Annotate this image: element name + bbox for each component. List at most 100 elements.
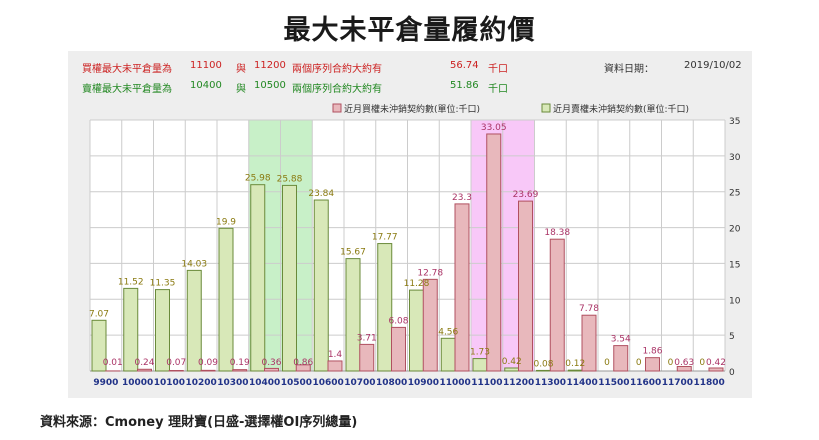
x-tick-label: 10800 xyxy=(376,378,407,388)
x-tick-label: 10000 xyxy=(122,378,153,388)
call-value-label: 0.09 xyxy=(198,358,218,368)
call-strike-1: 11100 xyxy=(190,60,222,71)
put-bar xyxy=(250,184,266,372)
put-bar xyxy=(504,367,520,372)
call-value-label: 0.86 xyxy=(293,358,313,368)
x-tick-label: 10900 xyxy=(408,378,439,388)
put-value-label: 0.42 xyxy=(502,357,522,367)
put-value-label: 7.07 xyxy=(89,309,109,319)
put-value-label: 0.12 xyxy=(565,359,585,369)
call-bar xyxy=(581,314,597,372)
x-tick-label: 11600 xyxy=(630,378,661,388)
put-value-label: 25.88 xyxy=(277,174,303,184)
x-tick-label: 10700 xyxy=(344,378,375,388)
put-value-label: 0 xyxy=(699,358,705,368)
y-tick-label: 35 xyxy=(729,117,740,127)
y-tick-label: 30 xyxy=(729,153,741,163)
call-value-label: 0.24 xyxy=(134,358,154,368)
put-value-label: 0 xyxy=(668,358,674,368)
call-bar xyxy=(422,278,438,372)
put-value-label: 14.03 xyxy=(181,259,207,269)
x-tick-label: 10300 xyxy=(217,378,248,388)
x-tick-label: 9900 xyxy=(93,378,118,388)
call-value-label: 23.69 xyxy=(513,190,539,200)
call-bar xyxy=(137,368,152,372)
x-tick-label: 11500 xyxy=(598,378,629,388)
call-bar xyxy=(264,367,279,372)
call-value-label: 18.38 xyxy=(544,228,570,238)
call-value-label: 6.08 xyxy=(388,316,408,326)
legend-call-swatch xyxy=(332,103,342,113)
put-unit: 千口 xyxy=(488,84,508,95)
call-bar xyxy=(295,364,311,372)
put-value-label: 11.52 xyxy=(118,277,144,287)
call-value-label: 1.86 xyxy=(642,347,662,357)
put-value-label: 0 xyxy=(636,358,642,368)
legend-put-swatch xyxy=(541,103,551,113)
call-total-value: 56.74 xyxy=(450,60,479,71)
put-bar xyxy=(123,287,139,372)
x-tick-label: 11400 xyxy=(566,378,597,388)
x-tick-label: 11200 xyxy=(503,378,534,388)
call-value-label: 3.71 xyxy=(357,333,377,343)
call-value-label: 7.78 xyxy=(579,304,599,314)
x-tick-label: 10600 xyxy=(312,378,343,388)
call-value-label: 0.36 xyxy=(261,358,281,368)
put-value-label: 17.77 xyxy=(372,233,398,243)
put-value-label: 1.73 xyxy=(470,348,490,358)
call-bar xyxy=(168,369,184,372)
call-bar xyxy=(645,357,660,372)
put-strike-2: 10500 xyxy=(254,80,286,91)
call-value-label: 12.78 xyxy=(417,268,443,278)
put-value-label: 19.9 xyxy=(216,217,236,227)
call-bar xyxy=(200,369,216,372)
x-tick-label: 11300 xyxy=(535,378,566,388)
call-value-label: 1.4 xyxy=(328,350,343,360)
put-bar xyxy=(567,369,583,372)
y-tick-label: 15 xyxy=(729,260,740,270)
put-total-value: 51.86 xyxy=(450,80,479,91)
x-tick-label: 11000 xyxy=(439,378,470,388)
put-desc: 兩個序列合約大約有 xyxy=(292,84,382,95)
call-bar xyxy=(232,369,248,372)
x-tick-label: 11700 xyxy=(662,378,693,388)
y-tick-label: 0 xyxy=(729,368,735,378)
put-value-label: 11.28 xyxy=(404,279,430,289)
call-unit: 千口 xyxy=(488,64,508,75)
put-bar xyxy=(472,358,488,372)
put-bar xyxy=(377,243,393,372)
put-value-label: 4.56 xyxy=(438,327,458,337)
x-tick-label: 11800 xyxy=(693,378,724,388)
y-tick-label: 20 xyxy=(729,225,741,235)
y-tick-label: 25 xyxy=(729,189,740,199)
put-bar xyxy=(313,199,329,372)
call-sep: 與 xyxy=(236,64,246,75)
put-bar xyxy=(186,269,202,372)
call-summary-label: 買權最大未平倉量為 xyxy=(82,64,172,75)
call-bar xyxy=(454,203,470,372)
call-bar xyxy=(613,345,629,372)
put-strike-1: 10400 xyxy=(190,80,222,91)
call-strike-2: 11200 xyxy=(254,60,286,71)
data-source: 資料來源：Cmoney 理財寶(日盛-選擇權OI序列總量) xyxy=(40,415,358,430)
legend-call-label: 近月買權未沖銷契約數(單位:千口) xyxy=(344,103,480,115)
put-value-label: 11.35 xyxy=(150,279,176,289)
call-value-label: 23.3 xyxy=(452,193,472,203)
call-bar xyxy=(676,365,692,372)
call-bar xyxy=(391,326,406,372)
put-value-label: 23.84 xyxy=(308,189,334,199)
call-bar xyxy=(359,343,375,372)
y-tick-label: 5 xyxy=(729,332,735,342)
call-value-label: 0.63 xyxy=(674,358,694,368)
put-sep: 與 xyxy=(236,84,246,95)
call-value-label: 3.54 xyxy=(611,335,631,345)
legend-put-label: 近月賣權未沖銷契約數(單位:千口) xyxy=(553,103,689,115)
put-bar xyxy=(91,319,107,372)
put-bar xyxy=(218,227,234,372)
put-value-label: 25.98 xyxy=(245,174,271,184)
x-tick-label: 10200 xyxy=(185,378,216,388)
date-value: 2019/10/02 xyxy=(684,60,742,71)
call-bar xyxy=(518,200,533,372)
call-value-label: 0.07 xyxy=(166,358,186,368)
